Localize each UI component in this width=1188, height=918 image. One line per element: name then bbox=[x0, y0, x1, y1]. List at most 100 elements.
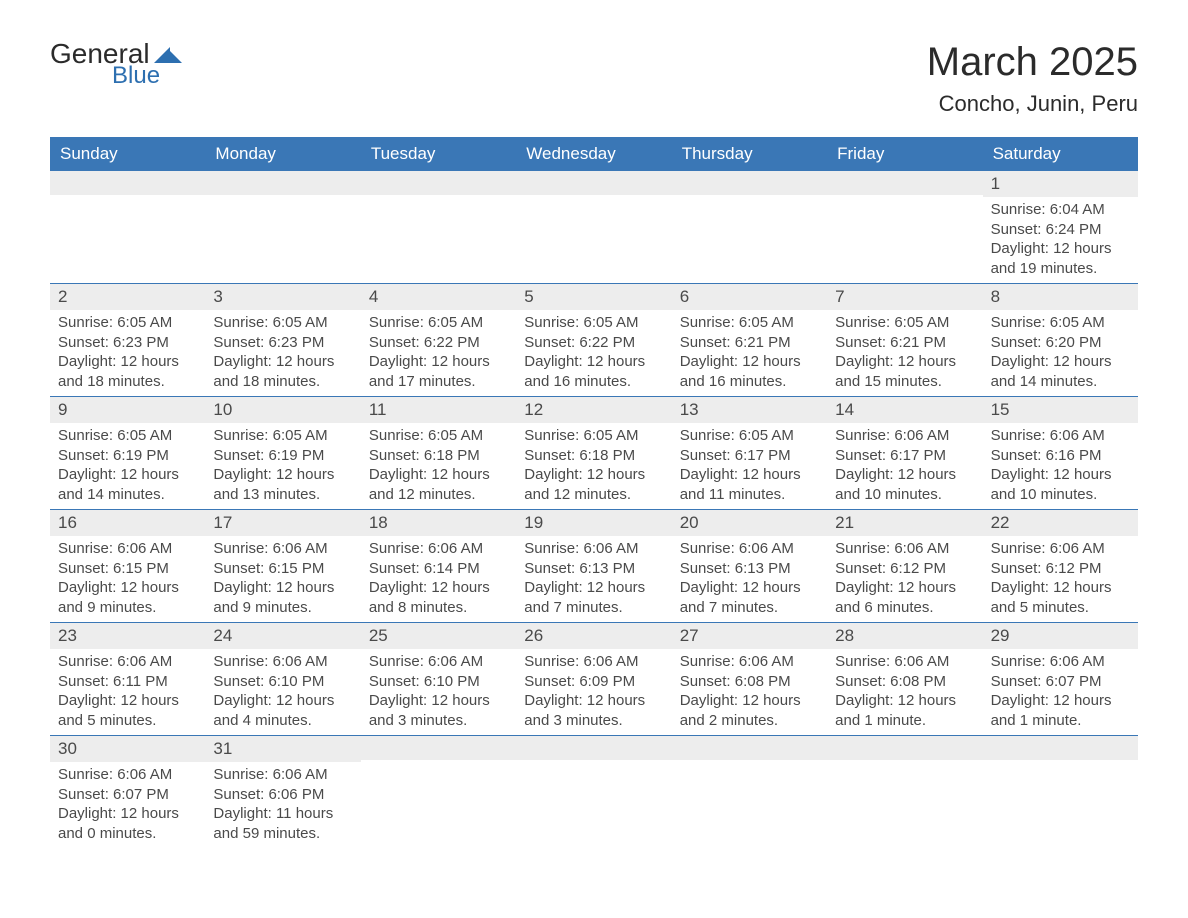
sunset-text: Sunset: 6:09 PM bbox=[524, 672, 663, 692]
day-content: Sunrise: 6:05 AMSunset: 6:23 PMDaylight:… bbox=[50, 310, 205, 391]
day-cell bbox=[827, 736, 982, 848]
day-cell: 27Sunrise: 6:06 AMSunset: 6:08 PMDayligh… bbox=[672, 623, 827, 735]
day-cell bbox=[205, 171, 360, 283]
daylight-text: Daylight: 12 hours bbox=[680, 578, 819, 598]
daylight-text: Daylight: 12 hours bbox=[213, 691, 352, 711]
logo-text-blue: Blue bbox=[112, 64, 182, 88]
day-content bbox=[205, 195, 360, 198]
sunrise-text: Sunrise: 6:05 AM bbox=[369, 426, 508, 446]
sunset-text: Sunset: 6:12 PM bbox=[835, 559, 974, 579]
day-content: Sunrise: 6:06 AMSunset: 6:07 PMDaylight:… bbox=[983, 649, 1138, 730]
daylight-text: Daylight: 12 hours bbox=[680, 352, 819, 372]
sunrise-text: Sunrise: 6:06 AM bbox=[369, 652, 508, 672]
sunset-text: Sunset: 6:10 PM bbox=[213, 672, 352, 692]
day-content: Sunrise: 6:06 AMSunset: 6:09 PMDaylight:… bbox=[516, 649, 671, 730]
daylight-text: Daylight: 12 hours bbox=[680, 691, 819, 711]
daylight-text: Daylight: 12 hours bbox=[991, 691, 1130, 711]
day-number: 25 bbox=[361, 623, 516, 649]
sunrise-text: Sunrise: 6:06 AM bbox=[213, 765, 352, 785]
day-number: 28 bbox=[827, 623, 982, 649]
daylight-text: and 11 minutes. bbox=[680, 485, 819, 505]
day-number: 20 bbox=[672, 510, 827, 536]
daylight-text: and 1 minute. bbox=[991, 711, 1130, 731]
sunset-text: Sunset: 6:21 PM bbox=[835, 333, 974, 353]
week-row: 30Sunrise: 6:06 AMSunset: 6:07 PMDayligh… bbox=[50, 736, 1138, 848]
sunrise-text: Sunrise: 6:06 AM bbox=[524, 652, 663, 672]
sunrise-text: Sunrise: 6:06 AM bbox=[524, 539, 663, 559]
sunrise-text: Sunrise: 6:05 AM bbox=[680, 426, 819, 446]
daylight-text: and 3 minutes. bbox=[369, 711, 508, 731]
daylight-text: and 14 minutes. bbox=[991, 372, 1130, 392]
weekday-header: Tuesday bbox=[361, 137, 516, 171]
daylight-text: and 15 minutes. bbox=[835, 372, 974, 392]
sunset-text: Sunset: 6:16 PM bbox=[991, 446, 1130, 466]
sunrise-text: Sunrise: 6:05 AM bbox=[369, 313, 508, 333]
day-cell: 9Sunrise: 6:05 AMSunset: 6:19 PMDaylight… bbox=[50, 397, 205, 509]
daylight-text: and 5 minutes. bbox=[58, 711, 197, 731]
sunset-text: Sunset: 6:18 PM bbox=[524, 446, 663, 466]
logo: General Blue bbox=[50, 40, 182, 88]
day-content: Sunrise: 6:06 AMSunset: 6:10 PMDaylight:… bbox=[205, 649, 360, 730]
day-number: 6 bbox=[672, 284, 827, 310]
daylight-text: Daylight: 12 hours bbox=[213, 465, 352, 485]
daylight-text: and 10 minutes. bbox=[835, 485, 974, 505]
daylight-text: and 5 minutes. bbox=[991, 598, 1130, 618]
day-number: 19 bbox=[516, 510, 671, 536]
daylight-text: and 9 minutes. bbox=[213, 598, 352, 618]
day-cell: 23Sunrise: 6:06 AMSunset: 6:11 PMDayligh… bbox=[50, 623, 205, 735]
weekday-header: Saturday bbox=[983, 137, 1138, 171]
day-content: Sunrise: 6:05 AMSunset: 6:19 PMDaylight:… bbox=[205, 423, 360, 504]
day-cell: 24Sunrise: 6:06 AMSunset: 6:10 PMDayligh… bbox=[205, 623, 360, 735]
day-cell: 26Sunrise: 6:06 AMSunset: 6:09 PMDayligh… bbox=[516, 623, 671, 735]
day-number: 18 bbox=[361, 510, 516, 536]
day-content: Sunrise: 6:06 AMSunset: 6:07 PMDaylight:… bbox=[50, 762, 205, 843]
sunset-text: Sunset: 6:18 PM bbox=[369, 446, 508, 466]
day-number: 31 bbox=[205, 736, 360, 762]
day-cell: 17Sunrise: 6:06 AMSunset: 6:15 PMDayligh… bbox=[205, 510, 360, 622]
day-number: 5 bbox=[516, 284, 671, 310]
sunset-text: Sunset: 6:06 PM bbox=[213, 785, 352, 805]
sunset-text: Sunset: 6:08 PM bbox=[680, 672, 819, 692]
daylight-text: Daylight: 12 hours bbox=[991, 465, 1130, 485]
day-content: Sunrise: 6:05 AMSunset: 6:18 PMDaylight:… bbox=[516, 423, 671, 504]
daylight-text: and 7 minutes. bbox=[524, 598, 663, 618]
daylight-text: and 0 minutes. bbox=[58, 824, 197, 844]
sunset-text: Sunset: 6:10 PM bbox=[369, 672, 508, 692]
day-cell: 30Sunrise: 6:06 AMSunset: 6:07 PMDayligh… bbox=[50, 736, 205, 848]
day-cell: 5Sunrise: 6:05 AMSunset: 6:22 PMDaylight… bbox=[516, 284, 671, 396]
daylight-text: and 13 minutes. bbox=[213, 485, 352, 505]
daylight-text: Daylight: 12 hours bbox=[835, 578, 974, 598]
sunrise-text: Sunrise: 6:06 AM bbox=[835, 652, 974, 672]
page-title: March 2025 bbox=[927, 40, 1138, 85]
day-content: Sunrise: 6:06 AMSunset: 6:12 PMDaylight:… bbox=[827, 536, 982, 617]
sunrise-text: Sunrise: 6:05 AM bbox=[213, 426, 352, 446]
day-cell: 3Sunrise: 6:05 AMSunset: 6:23 PMDaylight… bbox=[205, 284, 360, 396]
daylight-text: and 18 minutes. bbox=[58, 372, 197, 392]
daylight-text: and 4 minutes. bbox=[213, 711, 352, 731]
day-number: 11 bbox=[361, 397, 516, 423]
daylight-text: Daylight: 12 hours bbox=[58, 352, 197, 372]
sunset-text: Sunset: 6:11 PM bbox=[58, 672, 197, 692]
day-content bbox=[672, 195, 827, 198]
sunset-text: Sunset: 6:24 PM bbox=[991, 220, 1130, 240]
day-number bbox=[205, 171, 360, 195]
day-cell: 14Sunrise: 6:06 AMSunset: 6:17 PMDayligh… bbox=[827, 397, 982, 509]
sunrise-text: Sunrise: 6:06 AM bbox=[835, 426, 974, 446]
day-content bbox=[983, 760, 1138, 763]
sunset-text: Sunset: 6:08 PM bbox=[835, 672, 974, 692]
daylight-text: Daylight: 12 hours bbox=[991, 239, 1130, 259]
weekday-header: Wednesday bbox=[516, 137, 671, 171]
sunset-text: Sunset: 6:13 PM bbox=[524, 559, 663, 579]
day-number: 2 bbox=[50, 284, 205, 310]
daylight-text: Daylight: 12 hours bbox=[369, 578, 508, 598]
day-number: 3 bbox=[205, 284, 360, 310]
sunrise-text: Sunrise: 6:06 AM bbox=[58, 765, 197, 785]
day-number: 4 bbox=[361, 284, 516, 310]
day-cell: 25Sunrise: 6:06 AMSunset: 6:10 PMDayligh… bbox=[361, 623, 516, 735]
daylight-text: and 3 minutes. bbox=[524, 711, 663, 731]
day-number bbox=[361, 171, 516, 195]
day-content: Sunrise: 6:06 AMSunset: 6:13 PMDaylight:… bbox=[672, 536, 827, 617]
sunset-text: Sunset: 6:17 PM bbox=[835, 446, 974, 466]
day-number: 21 bbox=[827, 510, 982, 536]
day-cell: 18Sunrise: 6:06 AMSunset: 6:14 PMDayligh… bbox=[361, 510, 516, 622]
